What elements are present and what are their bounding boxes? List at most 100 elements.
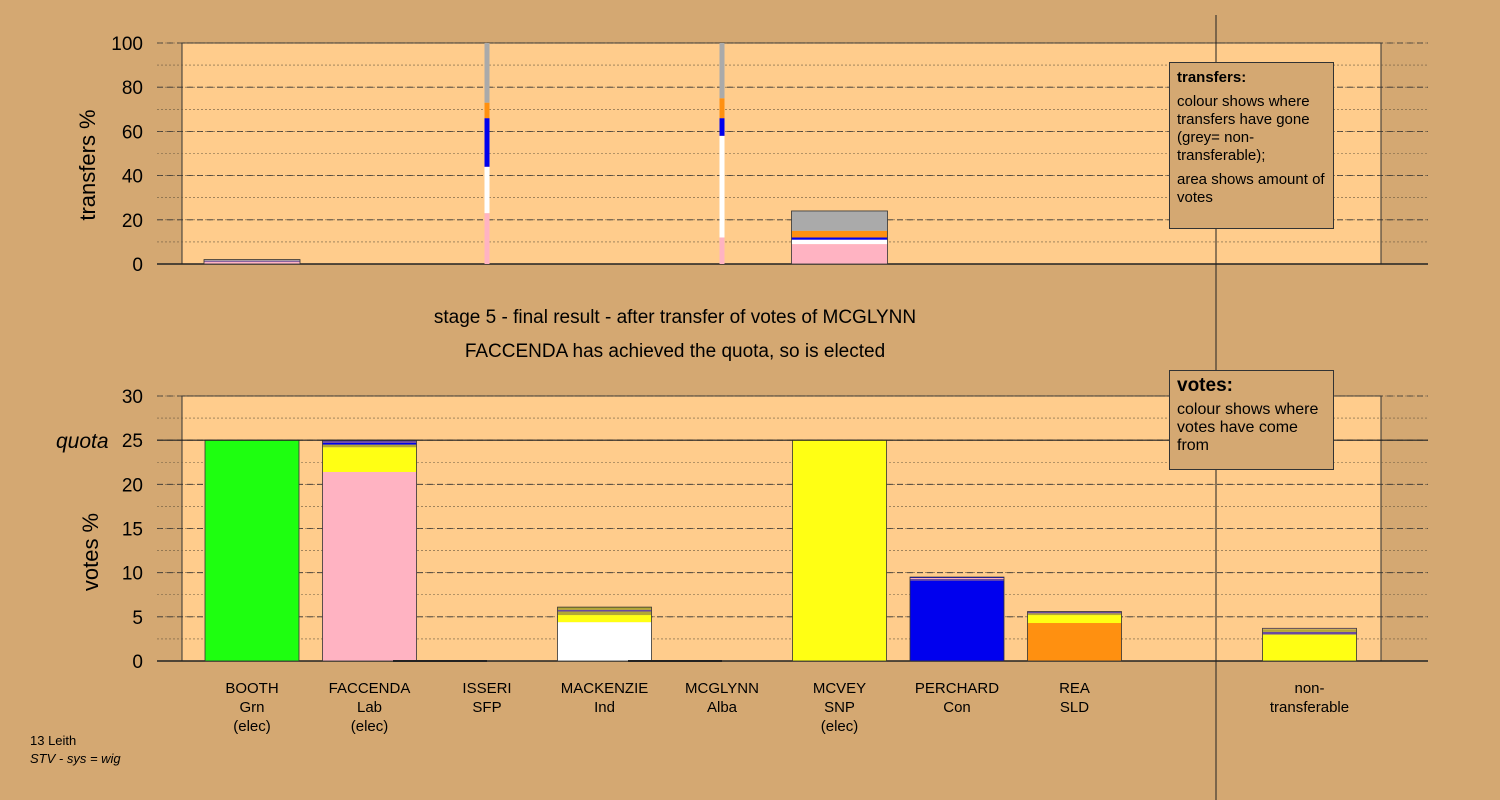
category-label-line: MCVEY xyxy=(813,680,866,697)
votes-bar-segment xyxy=(322,447,417,472)
votes-bar-segment xyxy=(205,440,299,661)
transfers-legend-colour-text: colour shows where transfers have gone (… xyxy=(1177,93,1310,164)
votes-bar-segment xyxy=(557,611,652,616)
category-label-line: MCGLYNN xyxy=(685,680,759,697)
category-label-line: non- xyxy=(1294,680,1324,697)
votes-bar-segment xyxy=(1027,615,1122,624)
transfers-bar-segment xyxy=(204,261,300,264)
transfers-bar xyxy=(719,43,725,264)
votes-bar-outline xyxy=(909,576,1005,662)
votes-bar-outline xyxy=(1027,611,1122,662)
votes-bar-segment xyxy=(557,609,652,612)
category-label-line: MACKENZIE xyxy=(561,680,649,697)
votes-tick-label: 10 xyxy=(122,564,143,585)
votes-bar xyxy=(557,606,652,662)
transfers-bar-segment xyxy=(719,237,725,264)
votes-bar-segment xyxy=(792,440,887,661)
transfers-bar-segment xyxy=(204,260,300,262)
votes-bar xyxy=(1027,611,1122,662)
category-label-line: REA xyxy=(1059,680,1090,697)
votes-tick-label: 5 xyxy=(132,608,143,629)
votes-tick-label: 30 xyxy=(122,387,143,408)
category-label-line: Con xyxy=(943,699,971,716)
footer-system: STV - sys = wig xyxy=(30,751,121,766)
category-label-line: Ind xyxy=(594,699,615,716)
transfers-bar-segment xyxy=(791,244,888,264)
transfers-bar xyxy=(203,259,301,265)
votes-tick-label: 25 xyxy=(122,431,143,452)
category-label-line: PERCHARD xyxy=(915,680,999,697)
votes-bars xyxy=(204,439,1357,662)
category-label-line: transferable xyxy=(1270,699,1349,716)
votes-bar-segment xyxy=(1262,628,1357,630)
category-label-line: Alba xyxy=(707,699,738,716)
transfers-bar-segment xyxy=(484,213,490,264)
category-label-line: SFP xyxy=(472,699,501,716)
category-label-line: (elec) xyxy=(821,718,859,735)
votes-bar-outline xyxy=(1262,627,1357,662)
votes-bar-outline xyxy=(557,606,652,662)
transfers-y-axis: 0 20 40 60 80 100 xyxy=(111,34,143,276)
category-label-line: (elec) xyxy=(351,718,389,735)
votes-bar-segment xyxy=(557,615,652,623)
transfers-tick-label: 60 xyxy=(122,122,143,143)
votes-bar xyxy=(792,439,887,662)
votes-bar-segment xyxy=(1027,611,1122,614)
transfers-bar-segment xyxy=(719,43,725,99)
stage-subtitle: FACCENDA has achieved the quota, so is e… xyxy=(465,341,885,362)
transfers-y-axis-label: transfers % xyxy=(75,109,100,220)
transfers-bar-segment xyxy=(791,210,888,231)
transfers-bar-outline xyxy=(203,259,301,265)
transfers-bar-segment xyxy=(719,118,725,136)
transfers-bar-segment xyxy=(484,118,490,167)
category-label-line: ISSERI xyxy=(462,680,511,697)
votes-bar xyxy=(204,439,300,662)
transfers-tick-label: 20 xyxy=(122,211,143,232)
votes-bar-segment xyxy=(322,471,417,661)
votes-legend-text: colour shows where votes have come from xyxy=(1177,401,1319,454)
votes-bar-segment xyxy=(1262,629,1357,632)
votes-legend: votes: colour shows where votes have com… xyxy=(1169,370,1334,470)
votes-bar-segment xyxy=(557,607,652,610)
transfers-bar-segment xyxy=(791,230,888,238)
votes-tick-label: 15 xyxy=(122,520,143,541)
transfers-bar-segment xyxy=(204,259,300,261)
votes-bar-segment xyxy=(557,622,652,661)
transfers-bar-segment xyxy=(484,102,490,119)
category-label-line: Lab xyxy=(357,699,382,716)
votes-bar-segment xyxy=(1262,631,1357,635)
votes-legend-title: votes: xyxy=(1177,375,1233,396)
transfers-bar-segment xyxy=(719,98,725,119)
votes-y-axis-label: votes % xyxy=(78,513,103,591)
transfers-bars xyxy=(203,43,888,265)
votes-bar-segment xyxy=(322,442,417,445)
transfers-bar-segment xyxy=(484,43,490,103)
transfers-tick-label: 0 xyxy=(132,255,143,276)
transfers-bar-segment xyxy=(791,239,888,245)
transfers-bar-segment xyxy=(484,166,490,214)
transfers-legend: transfers: colour shows where transfers … xyxy=(1169,62,1334,229)
transfers-bar xyxy=(791,210,888,265)
category-label-line: FACCENDA xyxy=(329,680,411,697)
transfers-legend-area-text: area shows amount of votes xyxy=(1177,171,1325,206)
transfers-tick-label: 80 xyxy=(122,78,143,99)
transfers-bar-segment xyxy=(791,237,888,240)
votes-bar-segment xyxy=(910,577,1004,578)
category-label-line: SNP xyxy=(824,699,855,716)
votes-bar-segment xyxy=(322,440,417,443)
votes-bar-segment xyxy=(1027,623,1122,661)
category-label-line: BOOTH xyxy=(225,680,278,697)
quota-label: quota xyxy=(56,430,109,453)
transfers-legend-title: transfers: xyxy=(1177,69,1247,86)
votes-bar-segment xyxy=(910,578,1004,581)
category-label-line: SLD xyxy=(1060,699,1089,716)
votes-bar xyxy=(1262,627,1357,662)
votes-bar-segment xyxy=(1027,613,1122,616)
transfers-tick-label: 100 xyxy=(111,34,143,55)
votes-bar-segment xyxy=(910,580,1004,661)
transfers-bar xyxy=(484,43,490,264)
votes-tick-label: 0 xyxy=(132,652,143,673)
footer: 13 Leith STV - sys = wig xyxy=(30,732,121,768)
stage-title: stage 5 - final result - after transfer … xyxy=(434,307,916,328)
category-label-line: (elec) xyxy=(233,718,271,735)
